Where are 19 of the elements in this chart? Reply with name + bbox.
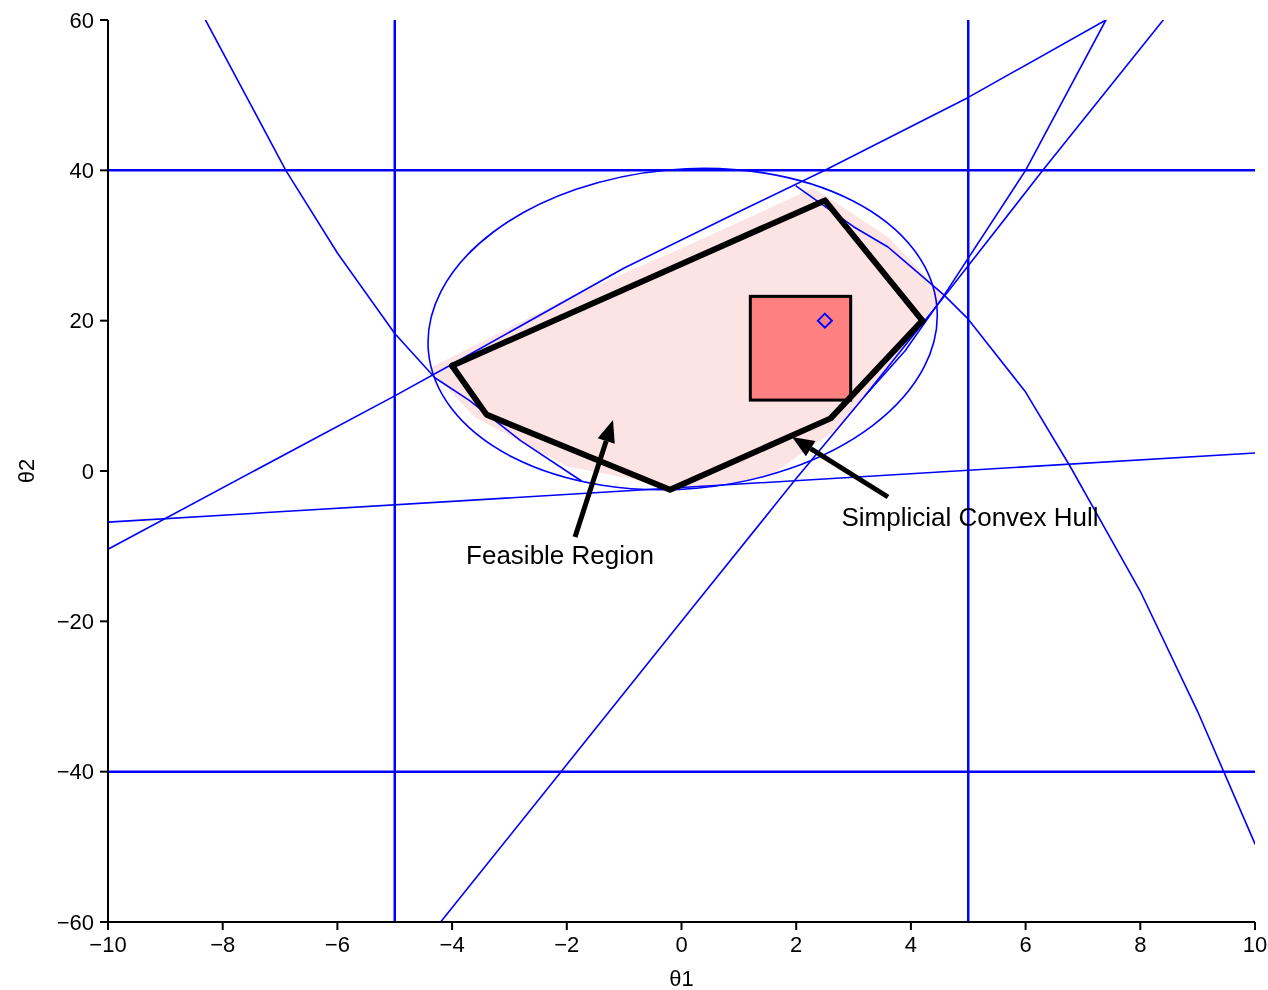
x-tick-label: 10 [1242, 931, 1268, 957]
y-tick-label: −40 [56, 759, 94, 785]
x-axis-title: θ1 [669, 966, 694, 990]
x-tick-label: 8 [1134, 931, 1147, 957]
y-tick-label: 40 [69, 158, 94, 184]
x-tick-label: −6 [324, 931, 350, 957]
x-tick-label: −4 [439, 931, 465, 957]
x-tick-label: −2 [554, 931, 580, 957]
x-tick-label: −8 [210, 931, 236, 957]
x-tick-label: 4 [904, 931, 918, 957]
y-tick-label: 60 [69, 7, 94, 33]
x-tick-label: 2 [790, 931, 803, 957]
y-tick-label: 20 [69, 308, 94, 334]
y-tick-label: −20 [56, 609, 94, 635]
annotation: Feasible Region [466, 540, 654, 570]
x-tick-label: 6 [1019, 931, 1032, 957]
y-tick-label: 0 [81, 458, 94, 484]
y-axis-title: θ2 [13, 458, 39, 484]
x-tick-label: 0 [675, 931, 688, 957]
